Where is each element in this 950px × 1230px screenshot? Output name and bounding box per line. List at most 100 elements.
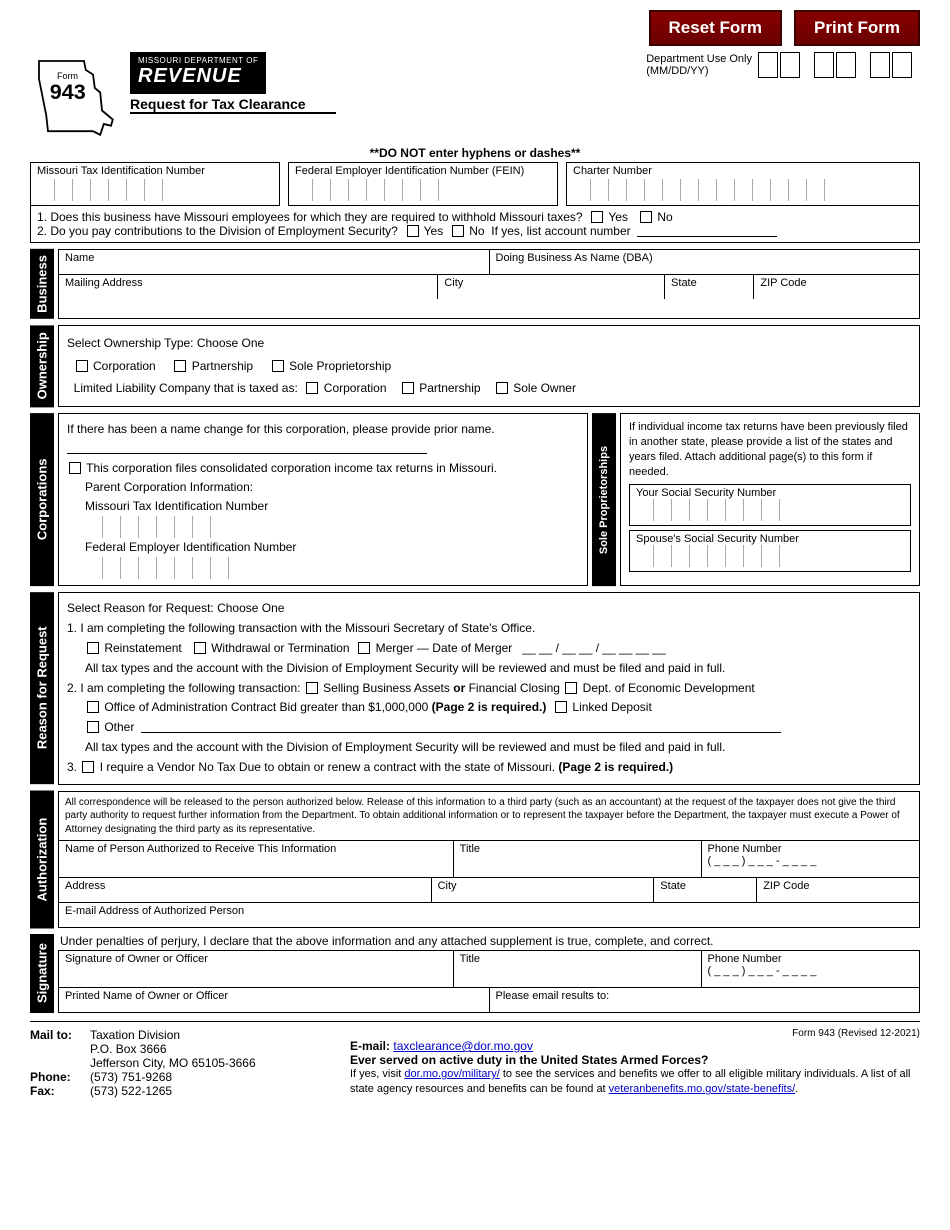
- vendor-checkbox[interactable]: [82, 761, 94, 773]
- mail-line3: Jefferson City, MO 65105-3666: [90, 1056, 256, 1070]
- charter-label: Charter Number: [573, 165, 913, 177]
- other-label: Other: [104, 720, 134, 734]
- signature-note: Under penalties of perjury, I declare th…: [58, 934, 920, 950]
- motax-label: Missouri Tax Identification Number: [37, 165, 273, 177]
- date-box[interactable]: [780, 52, 800, 78]
- mailing-field[interactable]: Mailing Address: [59, 275, 438, 299]
- phone-format: ( _ _ _ ) _ _ _ - _ _ _ _: [708, 965, 817, 977]
- q1-no-checkbox[interactable]: [640, 211, 652, 223]
- motax-cell: Missouri Tax Identification Number: [30, 162, 280, 206]
- linked-label: Linked Deposit: [572, 700, 651, 714]
- zip-field[interactable]: ZIP Code: [754, 275, 919, 299]
- own-sole-checkbox[interactable]: [272, 360, 284, 372]
- auth-name-field[interactable]: Name of Person Authorized to Receive Thi…: [59, 841, 454, 877]
- own-corp-label: Corporation: [93, 359, 156, 373]
- print-button[interactable]: Print Form: [794, 10, 920, 46]
- llc-sole-checkbox[interactable]: [496, 382, 508, 394]
- llc-part-checkbox[interactable]: [402, 382, 414, 394]
- printed-name-field[interactable]: Printed Name of Owner or Officer: [59, 988, 490, 1012]
- name-field[interactable]: Name: [59, 250, 490, 274]
- your-ssn-input[interactable]: [636, 499, 904, 521]
- city-field[interactable]: City: [438, 275, 665, 299]
- own-part-label: Partnership: [192, 359, 253, 373]
- date-box[interactable]: [870, 52, 890, 78]
- merger-checkbox[interactable]: [358, 642, 370, 654]
- dba-field[interactable]: Doing Business As Name (DBA): [490, 250, 920, 274]
- q1-yes-checkbox[interactable]: [591, 211, 603, 223]
- missouri-outline-icon: Form 943: [30, 52, 120, 142]
- sole-tab: Sole Proprietorships: [592, 413, 616, 586]
- email-link[interactable]: taxclearance@dor.mo.gov: [393, 1039, 533, 1053]
- dept-econ-checkbox[interactable]: [565, 682, 577, 694]
- question-row: 1. Does this business have Missouri empl…: [30, 206, 920, 243]
- dept-logo: MISSOURI DEPARTMENT OF REVENUE: [130, 52, 266, 94]
- phone-label: Phone:: [30, 1070, 90, 1084]
- consolidated-checkbox[interactable]: [69, 462, 81, 474]
- date-box[interactable]: [836, 52, 856, 78]
- charter-input[interactable]: [573, 179, 913, 201]
- selling-checkbox[interactable]: [306, 682, 318, 694]
- page2-a-label: (Page 2 is required.): [432, 700, 547, 714]
- phone-number: (573) 751-9268: [90, 1070, 172, 1084]
- date-box[interactable]: [758, 52, 778, 78]
- other-input[interactable]: [141, 721, 781, 733]
- sole-note: If individual income tax returns have be…: [629, 420, 911, 479]
- sig-phone-field[interactable]: Phone Number ( _ _ _ ) _ _ _ - _ _ _ _: [702, 951, 920, 987]
- no-hyphens-note: **DO NOT enter hyphens or dashes**: [30, 146, 920, 160]
- corporations-tab: Corporations: [30, 413, 54, 586]
- reason-3-prefix: 3.: [67, 760, 77, 774]
- consolidated-label: This corporation files consolidated corp…: [86, 461, 497, 475]
- auth-address-field[interactable]: Address: [59, 878, 432, 902]
- own-part-checkbox[interactable]: [174, 360, 186, 372]
- dept-revenue-text: REVENUE: [138, 65, 258, 88]
- auth-state-field[interactable]: State: [654, 878, 757, 902]
- llc-corp-checkbox[interactable]: [306, 382, 318, 394]
- prior-name-input[interactable]: [67, 442, 427, 454]
- office-admin-label: Office of Administration Contract Bid gr…: [104, 700, 428, 714]
- charter-cell: Charter Number: [566, 162, 920, 206]
- parent-label: Parent Corporation Information:: [67, 478, 579, 497]
- parent-motax-input[interactable]: [85, 516, 285, 538]
- spouse-ssn-input[interactable]: [636, 545, 904, 567]
- date-box[interactable]: [892, 52, 912, 78]
- q2-account-input[interactable]: [637, 225, 777, 237]
- id-number-row: Missouri Tax Identification Number Feder…: [30, 162, 920, 206]
- auth-email-field[interactable]: E-mail Address of Authorized Person: [59, 903, 919, 927]
- signature-tab: Signature: [30, 934, 54, 1013]
- parent-fein-input[interactable]: [85, 557, 305, 579]
- auth-zip-field[interactable]: ZIP Code: [757, 878, 919, 902]
- reinstatement-checkbox[interactable]: [87, 642, 99, 654]
- page2-b-label: (Page 2 is required.): [558, 760, 673, 774]
- merger-label: Merger — Date of Merger: [376, 641, 513, 655]
- linked-checkbox[interactable]: [555, 701, 567, 713]
- email-results-field[interactable]: Please email results to:: [490, 988, 920, 1012]
- reason-section: Reason for Request Select Reason for Req…: [30, 592, 920, 784]
- sig-title-field[interactable]: Title: [454, 951, 702, 987]
- logo-column: MISSOURI DEPARTMENT OF REVENUE Request f…: [130, 52, 636, 114]
- own-corp-checkbox[interactable]: [76, 360, 88, 372]
- reset-button[interactable]: Reset Form: [649, 10, 783, 46]
- motax-input[interactable]: [37, 179, 273, 201]
- q2-suffix: If yes, list account number: [491, 224, 630, 238]
- sig-phone-label: Phone Number: [708, 953, 782, 965]
- state-field[interactable]: State: [665, 275, 754, 299]
- benefits-link[interactable]: veteranbenefits.mo.gov/state-benefits/: [609, 1083, 796, 1095]
- other-checkbox[interactable]: [87, 721, 99, 733]
- parent-motax-label: Missouri Tax Identification Number: [85, 497, 579, 516]
- your-ssn-box: Your Social Security Number: [629, 484, 911, 526]
- auth-phone-label: Phone Number: [708, 843, 782, 855]
- auth-phone-field[interactable]: Phone Number ( _ _ _ ) _ _ _ - _ _ _ _: [702, 841, 920, 877]
- authorization-tab: Authorization: [30, 791, 54, 929]
- q2-no-checkbox[interactable]: [452, 225, 464, 237]
- auth-city-field[interactable]: City: [432, 878, 655, 902]
- withdrawal-checkbox[interactable]: [194, 642, 206, 654]
- reason-2-text: 2. I am completing the following transac…: [67, 681, 300, 695]
- military-link[interactable]: dor.mo.gov/military/: [404, 1068, 499, 1080]
- office-admin-checkbox[interactable]: [87, 701, 99, 713]
- armed-forces-heading: Ever served on active duty in the United…: [350, 1053, 708, 1067]
- date-box[interactable]: [814, 52, 834, 78]
- sig-field[interactable]: Signature of Owner or Officer: [59, 951, 454, 987]
- auth-title-field[interactable]: Title: [454, 841, 702, 877]
- fein-input[interactable]: [295, 179, 551, 201]
- q2-yes-checkbox[interactable]: [407, 225, 419, 237]
